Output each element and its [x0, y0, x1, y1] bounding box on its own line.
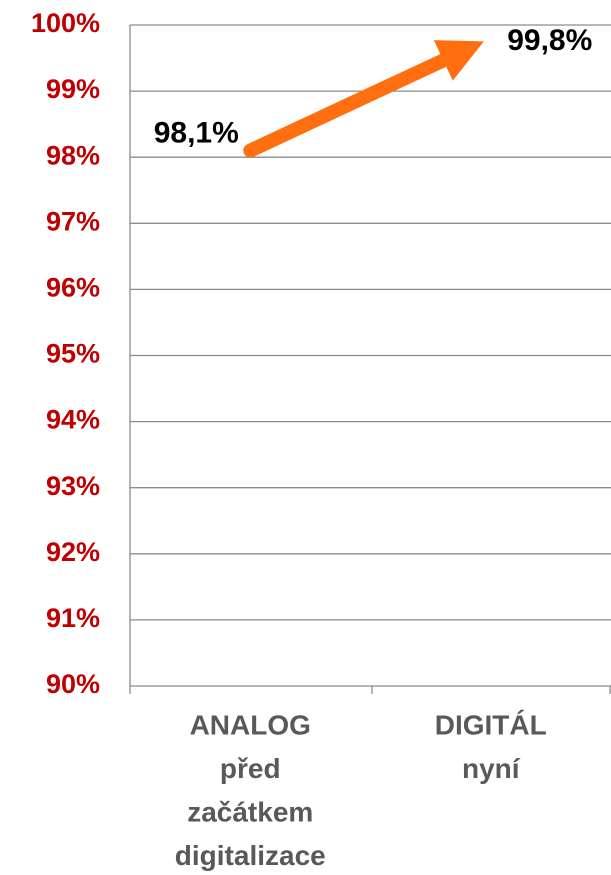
- trend-arrow: [243, 40, 484, 158]
- data-label: 99,8%: [507, 24, 592, 57]
- y-tick-label: 100%: [31, 8, 100, 38]
- x-tick-label: začátkem: [187, 796, 313, 827]
- x-tick-label: ANALOG: [190, 709, 311, 740]
- y-tick-label: 93%: [46, 471, 100, 501]
- y-tick-label: 98%: [46, 140, 100, 170]
- y-tick-label: 91%: [46, 603, 100, 633]
- x-tick-label: digitalizace: [175, 840, 326, 871]
- y-tick-label: 92%: [46, 537, 100, 567]
- y-tick-label: 96%: [46, 273, 100, 303]
- x-tick-label: DIGITÁL: [435, 709, 547, 740]
- x-tick-label: před: [220, 753, 281, 784]
- y-tick-label: 97%: [46, 206, 100, 236]
- y-tick-label: 95%: [46, 339, 100, 369]
- y-tick-label: 90%: [46, 669, 100, 699]
- y-tick-label: 99%: [46, 74, 100, 104]
- y-tick-label: 94%: [46, 405, 100, 435]
- data-label: 98,1%: [154, 117, 239, 150]
- x-tick-label: nyní: [462, 753, 521, 784]
